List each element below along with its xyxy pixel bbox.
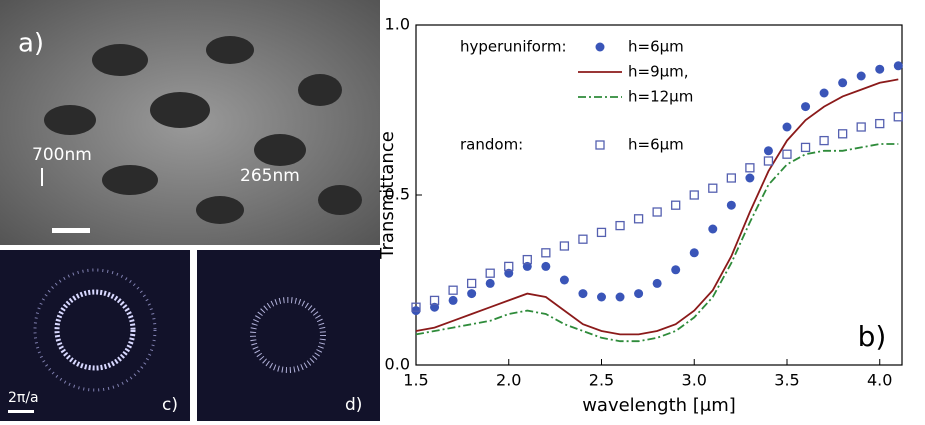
- marker: [857, 72, 866, 81]
- marker: [802, 143, 810, 151]
- marker: [468, 279, 476, 287]
- marker: [839, 130, 847, 138]
- marker: [894, 61, 903, 70]
- marker: [449, 286, 457, 294]
- marker: [782, 123, 791, 132]
- legend-symbol: [596, 141, 604, 149]
- marker: [727, 201, 736, 210]
- marker: [579, 235, 587, 243]
- marker: [597, 228, 605, 236]
- scale-text: 265nm: [240, 166, 300, 186]
- panel-label: a): [18, 29, 44, 59]
- x-tick-label: 2.5: [589, 371, 614, 390]
- marker: [486, 279, 495, 288]
- legend-label: h=6μm: [628, 136, 684, 154]
- x-tick-label: 2.0: [496, 371, 521, 390]
- marker: [634, 289, 643, 298]
- marker: [838, 78, 847, 87]
- marker: [672, 201, 680, 209]
- legend-label: h=9μm,: [628, 63, 689, 81]
- marker: [820, 89, 829, 98]
- marker: [635, 215, 643, 223]
- x-axis-label: wavelength [μm]: [582, 395, 736, 416]
- series-line: [416, 144, 898, 341]
- panel-label: b): [858, 320, 887, 353]
- panel-label: d): [345, 395, 362, 415]
- x-tick-label: 3.0: [682, 371, 707, 390]
- legend-group: hyperuniform:: [460, 38, 567, 56]
- marker: [449, 296, 458, 305]
- marker: [653, 208, 661, 216]
- legend-label: h=6μm: [628, 38, 684, 56]
- x-tick-label: 3.5: [774, 371, 799, 390]
- marker: [764, 146, 773, 155]
- scale-bar: [8, 410, 34, 413]
- marker: [467, 289, 476, 298]
- marker: [783, 150, 791, 158]
- marker: [690, 191, 698, 199]
- marker: [727, 174, 735, 182]
- panel-label: c): [162, 395, 178, 415]
- legend-symbol: [596, 43, 605, 52]
- x-tick-label: 4.0: [867, 371, 892, 390]
- scale-text: 700nm: [32, 145, 92, 165]
- marker: [709, 184, 717, 192]
- marker: [578, 289, 587, 298]
- marker: [560, 276, 569, 285]
- marker: [764, 157, 772, 165]
- marker: [875, 65, 884, 74]
- marker: [541, 262, 550, 271]
- marker: [876, 120, 884, 128]
- marker: [746, 164, 754, 172]
- y-tick-label: 1.0: [385, 15, 410, 34]
- legend-group: random:: [460, 136, 523, 154]
- marker: [801, 102, 810, 111]
- scale-bar: [52, 228, 90, 233]
- series-line: [416, 79, 898, 334]
- y-axis-label: Transmittance: [377, 131, 398, 260]
- y-tick-label: 0.0: [385, 355, 410, 374]
- marker: [894, 113, 902, 121]
- legend-label: h=12μm: [628, 88, 693, 106]
- marker: [597, 293, 606, 302]
- marker: [708, 225, 717, 234]
- marker: [542, 249, 550, 257]
- marker: [560, 242, 568, 250]
- marker: [653, 279, 662, 288]
- marker: [616, 293, 625, 302]
- marker: [616, 222, 624, 230]
- scale-text: 2π/a: [8, 390, 39, 406]
- marker: [857, 123, 865, 131]
- marker: [690, 248, 699, 257]
- marker: [820, 137, 828, 145]
- marker: [671, 265, 680, 274]
- marker: [486, 269, 494, 277]
- marker: [745, 174, 754, 183]
- figure: a) 700nm 265nm c) 2π/a d) 1.52.02.53.03.…: [0, 0, 925, 421]
